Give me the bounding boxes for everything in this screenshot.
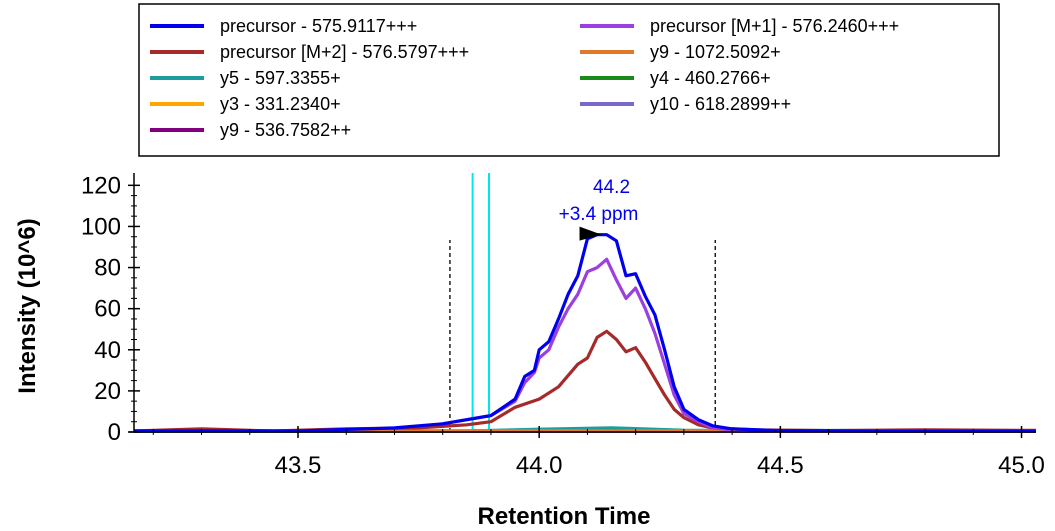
y-tick-label: 100 (81, 213, 121, 240)
legend-item: y5 - 597.3355+ (150, 68, 341, 88)
plot-area: 44.2 +3.4 ppm (133, 173, 1037, 433)
legend-label: y9 - 536.7582++ (220, 120, 351, 140)
y-tick-label: 0 (108, 419, 121, 446)
axes: 0 20 40 60 80 100 120 43.5 44.0 44.5 45.0 Retenti… (14, 172, 1045, 530)
legend-item: y4 - 460.2766+ (580, 68, 771, 88)
legend-label: y3 - 331.2340+ (220, 94, 341, 114)
legend-label: y10 - 618.2899++ (650, 94, 791, 114)
peak-apex-marker (579, 226, 602, 241)
legend-label: precursor - 575.9117+++ (220, 16, 417, 36)
legend-label: y5 - 597.3355+ (220, 68, 341, 88)
legend-item: precursor - 575.9117+++ (150, 16, 417, 36)
peak-ppm-label: +3.4 ppm (559, 204, 639, 225)
legend: precursor - 575.9117+++ precursor [M+1] -… (138, 3, 1000, 157)
legend-label: y4 - 460.2766+ (650, 68, 771, 88)
legend-item: precursor [M+2] - 576.5797+++ (150, 42, 469, 62)
peak-rt-label: 44.2 (593, 177, 630, 198)
y-tick-label: 80 (94, 255, 121, 282)
legend-box (138, 3, 1000, 157)
x-axis-title: Retention Time (478, 503, 651, 530)
y-tick-label: 40 (94, 337, 121, 364)
x-tick-label: 43.5 (275, 452, 322, 479)
legend-item: y9 - 536.7582++ (150, 120, 351, 140)
y-axis-title: Intensity (10^6) (14, 218, 41, 393)
legend-item: y10 - 618.2899++ (580, 94, 791, 114)
y-tick-label: 20 (94, 378, 121, 405)
series-line (133, 329, 1037, 433)
legend-item: y9 - 1072.5092+ (580, 42, 781, 62)
x-tick-label: 44.5 (757, 452, 804, 479)
series-line (134, 233, 1036, 433)
legend-label: precursor [M+2] - 576.5797+++ (220, 42, 469, 62)
legend-label: precursor [M+1] - 576.2460+++ (650, 16, 899, 36)
series-line (442, 257, 733, 432)
legend-item: y3 - 331.2340+ (150, 94, 341, 114)
legend-label: y9 - 1072.5092+ (650, 42, 781, 62)
x-tick-label: 44.0 (516, 452, 563, 479)
legend-item: precursor [M+1] - 576.2460+++ (580, 16, 899, 36)
y-tick-label: 120 (81, 172, 121, 199)
y-tick-label: 60 (94, 296, 121, 323)
x-tick-label: 45.0 (998, 452, 1045, 479)
